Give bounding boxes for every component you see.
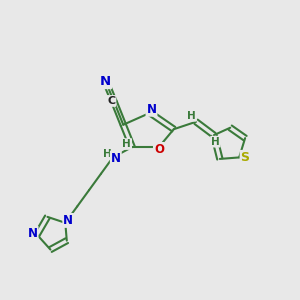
- Text: C: C: [107, 96, 116, 106]
- Text: H: H: [211, 137, 220, 147]
- Text: N: N: [63, 214, 73, 227]
- Text: N: N: [100, 75, 111, 88]
- Text: O: O: [154, 143, 164, 156]
- Text: H: H: [122, 139, 131, 149]
- Text: H: H: [103, 149, 112, 159]
- Text: S: S: [241, 151, 250, 164]
- Text: N: N: [146, 103, 157, 116]
- Text: N: N: [28, 227, 38, 240]
- Text: H: H: [187, 111, 196, 121]
- Text: N: N: [111, 152, 121, 164]
